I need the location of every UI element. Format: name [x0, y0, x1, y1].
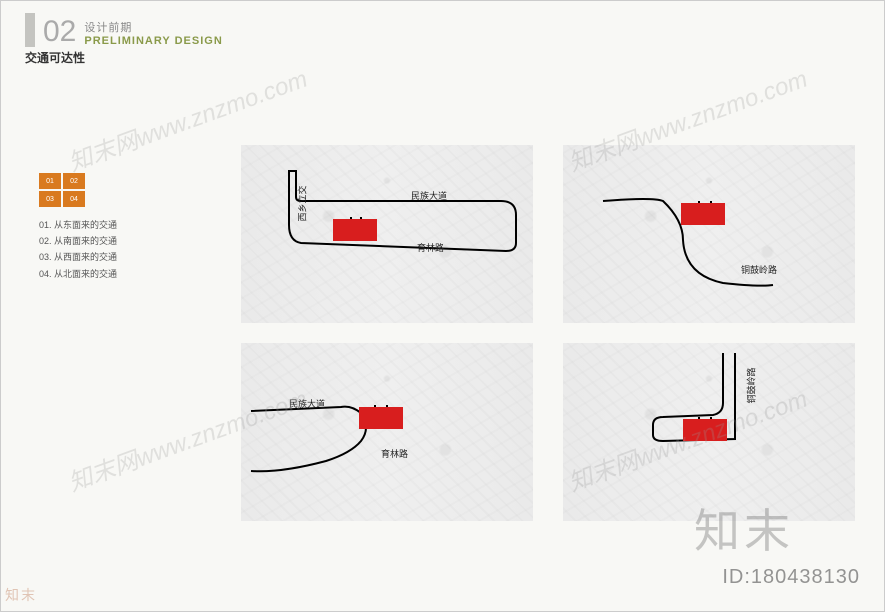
road-label: 民族大道: [411, 189, 447, 202]
title-chinese: 设计前期: [84, 19, 222, 35]
site-marker: [359, 407, 403, 429]
watermark-id: ID:180438130: [722, 566, 860, 589]
legend-list: 01. 从东面来的交通 02. 从南面来的交通 03. 从西面来的交通 04. …: [39, 217, 117, 282]
legend-item: 01. 从东面来的交通: [39, 217, 117, 233]
road-label: 铜鼓岭路: [745, 367, 758, 403]
route-path: [241, 145, 533, 323]
road-label: 民族大道: [289, 397, 325, 410]
header-titles: 设计前期 PRELIMINARY DESIGN: [84, 19, 222, 47]
page-header: 02 设计前期 PRELIMINARY DESIGN: [25, 13, 223, 47]
route-path: [563, 145, 855, 323]
map-panel-1: 西乡立交 民族大道育林路: [241, 145, 533, 323]
road-label: 育林路: [381, 447, 408, 460]
section-number: 02: [43, 17, 76, 47]
road-label: 西乡立交: [296, 185, 309, 221]
legend-box-01: 01: [39, 173, 61, 189]
watermark-corner: 知末: [5, 585, 37, 605]
road-label: 铜鼓岭路: [741, 263, 777, 276]
site-marker: [683, 419, 727, 441]
legend-box-03: 03: [39, 191, 61, 207]
watermark-brand: 知末: [694, 495, 794, 561]
title-english: PRELIMINARY DESIGN: [84, 35, 222, 47]
subtitle: 交通可达性: [25, 49, 85, 66]
route-path: [241, 343, 533, 521]
legend-box-02: 02: [63, 173, 85, 189]
legend: 01 02 03 04 01. 从东面来的交通 02. 从南面来的交通 03. …: [39, 173, 117, 282]
map-panel-2: 铜鼓岭路: [563, 145, 855, 323]
map-grid: 西乡立交民族大道育林路铜鼓岭路民族大道育林路铜鼓岭路: [241, 145, 855, 521]
site-marker: [681, 203, 725, 225]
site-marker: [333, 219, 377, 241]
road-label: 育林路: [417, 241, 444, 254]
legend-item: 02. 从南面来的交通: [39, 233, 117, 249]
legend-box-04: 04: [63, 191, 85, 207]
legend-grid: 01 02 03 04: [39, 173, 117, 207]
legend-item: 03. 从西面来的交通: [39, 249, 117, 265]
header-accent-bar: [25, 13, 35, 47]
legend-item: 04. 从北面来的交通: [39, 266, 117, 282]
map-panel-3: 民族大道育林路: [241, 343, 533, 521]
